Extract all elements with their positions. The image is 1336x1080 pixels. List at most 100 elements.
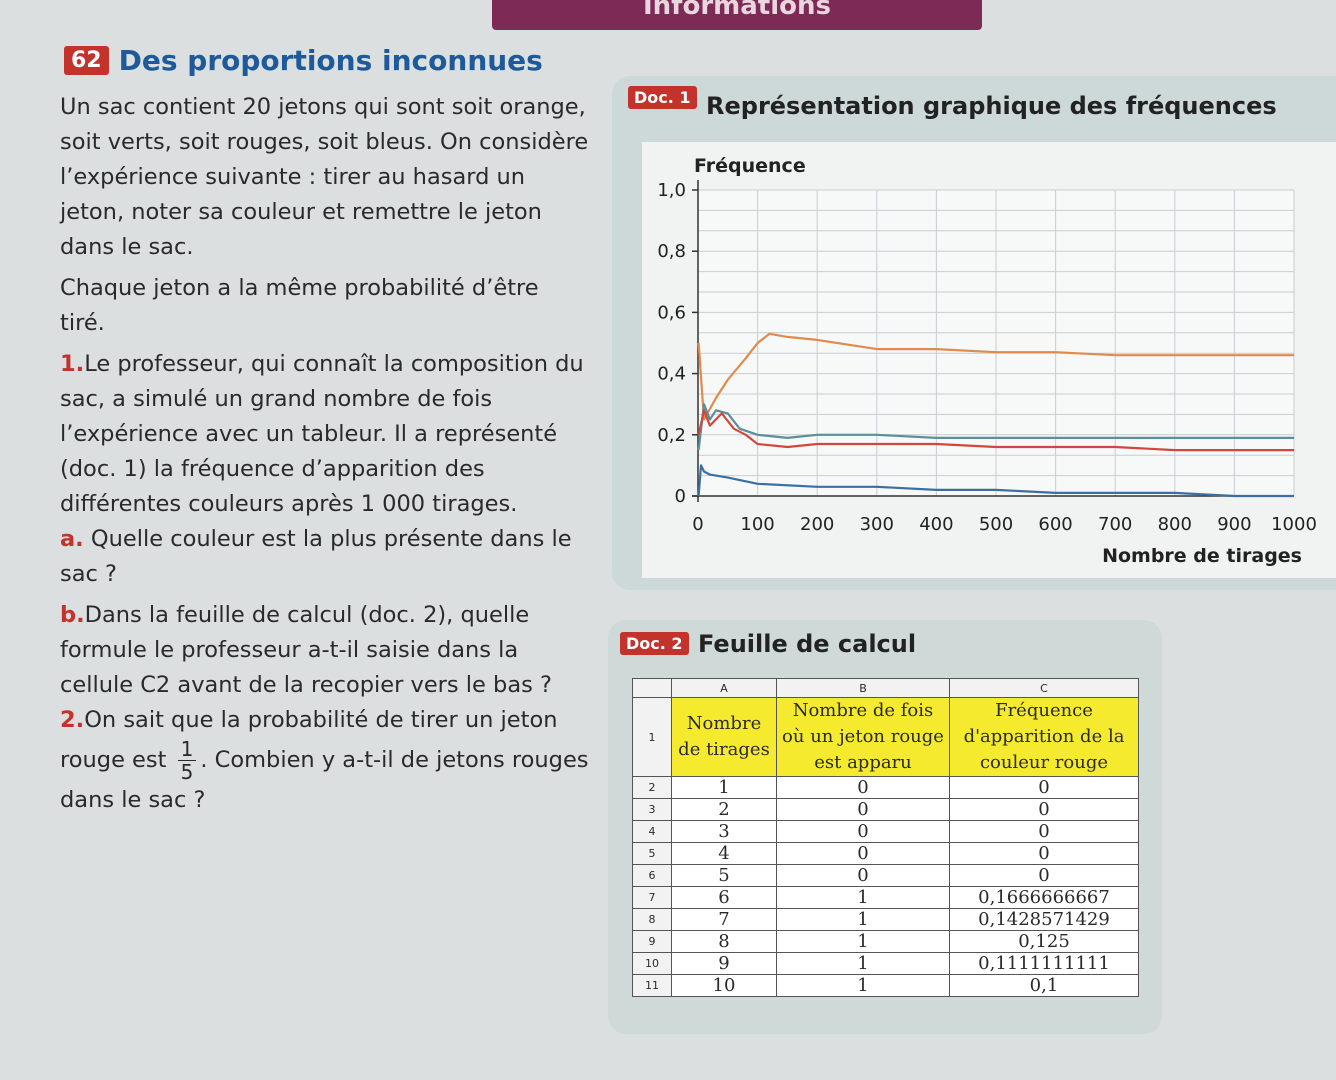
- spreadsheet: A B C 1 Nombre de tirages Nombre de fois…: [632, 678, 1139, 997]
- intro-paragraph-2: Chaque jeton a la même probabilité d’êtr…: [60, 275, 539, 336]
- row-number: 1: [632, 697, 672, 777]
- row-number: 8: [632, 908, 672, 931]
- exercise-title: Des proportions inconnues: [118, 44, 543, 77]
- cell-a: 7: [671, 908, 777, 931]
- cell-a: 4: [671, 842, 777, 865]
- doc1-title: Représentation graphique des fréquences: [706, 92, 1277, 120]
- exercise-number: 62: [64, 46, 109, 75]
- x-tick-label: 500: [979, 514, 1013, 535]
- question-1a-number: a.: [60, 526, 84, 552]
- cell-a: 9: [671, 952, 777, 975]
- header-b: Nombre de fois où un jeton rouge est app…: [776, 697, 950, 777]
- table-row: 10 9 1 0,1111111111: [632, 952, 1139, 975]
- cell-a: 2: [671, 798, 777, 821]
- question-1-text: Le professeur, qui connaît la compositio…: [60, 351, 584, 517]
- question-1a: a. Quelle couleur est la plus présente d…: [60, 522, 590, 592]
- cell-a: 3: [671, 820, 777, 843]
- table-row: 9 8 1 0,125: [632, 930, 1139, 953]
- cell-a: 8: [671, 930, 777, 953]
- cell-c: 0,125: [949, 930, 1139, 953]
- question-2: 2.On sait que la probabilité de tirer un…: [60, 703, 590, 818]
- cell-c: 0,1: [949, 974, 1139, 997]
- series-line: [697, 464, 1294, 498]
- row-number: 6: [632, 864, 672, 887]
- doc2-title: Feuille de calcul: [698, 630, 917, 658]
- y-axis-label: Fréquence: [694, 155, 806, 177]
- section-banner: Informations: [492, 0, 982, 30]
- row-number: 7: [632, 886, 672, 909]
- question-1a-text: Quelle couleur est la plus présente dans…: [60, 526, 572, 587]
- row-number: 4: [632, 820, 672, 843]
- doc2-badge: Doc. 2: [620, 632, 689, 655]
- cell-b: 1: [776, 974, 950, 997]
- chart-panel: 0 0,2 0,4 0,6 0,8 1,0 0 100 200 300 400 500 600 700 80…: [642, 142, 1336, 578]
- table-row: 11 10 1 0,1: [632, 974, 1139, 997]
- question-1-number: 1.: [60, 351, 85, 377]
- row-number: 3: [632, 798, 672, 821]
- x-axis-label: Nombre de tirages: [1102, 545, 1302, 567]
- header-c: Fréquence d'apparition de la couleur rou…: [949, 697, 1139, 777]
- y-tick-label: 1,0: [657, 180, 686, 201]
- x-tick-label: 200: [800, 514, 834, 535]
- column-letter-a: A: [671, 678, 777, 698]
- header-row: 1 Nombre de tirages Nombre de fois où un…: [632, 697, 1139, 777]
- cell-c: 0: [949, 776, 1139, 799]
- question-1b-text: Dans la feuille de calcul (doc. 2), quel…: [60, 602, 552, 698]
- question-1: 1.Le professeur, qui connaît la composit…: [60, 347, 590, 522]
- y-tick-label: 0: [675, 486, 686, 507]
- table-row: 8 7 1 0,1428571429: [632, 908, 1139, 931]
- question-2-number: 2.: [60, 707, 85, 733]
- cell-b: 0: [776, 776, 950, 799]
- question-1b: b.Dans la feuille de calcul (doc. 2), qu…: [60, 598, 590, 703]
- cell-c: 0,1428571429: [949, 908, 1139, 931]
- y-tick-label: 0,6: [657, 302, 686, 323]
- cell-a: 5: [671, 864, 777, 887]
- cell-b: 0: [776, 798, 950, 821]
- question-1b-number: b.: [60, 602, 85, 628]
- doc1-badge: Doc. 1: [628, 86, 697, 109]
- header-a: Nombre de tirages: [671, 697, 777, 777]
- x-tick-label: 0: [692, 514, 703, 535]
- intro-paragraph: Un sac contient 20 jetons qui sont soit …: [60, 94, 589, 260]
- cell-a: 10: [671, 974, 777, 997]
- series-line: [697, 409, 1294, 452]
- cell-c: 0,1666666667: [949, 886, 1139, 909]
- x-tick-label: 300: [860, 514, 894, 535]
- cell-a: 1: [671, 776, 777, 799]
- y-tick-label: 0,2: [657, 425, 686, 446]
- x-tick-label: 100: [740, 514, 774, 535]
- exercise-text: Un sac contient 20 jetons qui sont soit …: [60, 90, 590, 818]
- y-tick-label: 0,8: [657, 241, 686, 262]
- series-line: [697, 332, 1294, 421]
- row-number: 2: [632, 776, 672, 799]
- cell-c: 0: [949, 842, 1139, 865]
- cell-c: 0: [949, 820, 1139, 843]
- x-tick-label: 700: [1098, 514, 1132, 535]
- cell-a: 6: [671, 886, 777, 909]
- column-letter-b: B: [776, 678, 950, 698]
- fraction-numerator: 1: [177, 738, 197, 761]
- cell-c: 0,1111111111: [949, 952, 1139, 975]
- cell-c: 0: [949, 864, 1139, 887]
- cell-b: 1: [776, 952, 950, 975]
- column-letters-row: A B C: [632, 678, 1139, 698]
- row-number: 11: [632, 974, 672, 997]
- cell-b: 1: [776, 930, 950, 953]
- row-number: 10: [632, 952, 672, 975]
- exercise-header: 62 Des proportions inconnues: [64, 44, 543, 77]
- cell-c: 0: [949, 798, 1139, 821]
- x-tick-label: 900: [1217, 514, 1251, 535]
- series-line: [697, 403, 1294, 451]
- table-row: 7 6 1 0,1666666667: [632, 886, 1139, 909]
- row-number: 5: [632, 842, 672, 865]
- corner-cell: [632, 678, 672, 698]
- x-tick-label: 1000: [1271, 514, 1317, 535]
- question-2-text-end: . Combien y a-t-il de jetons rouges dans…: [60, 747, 589, 813]
- column-letter-c: C: [949, 678, 1139, 698]
